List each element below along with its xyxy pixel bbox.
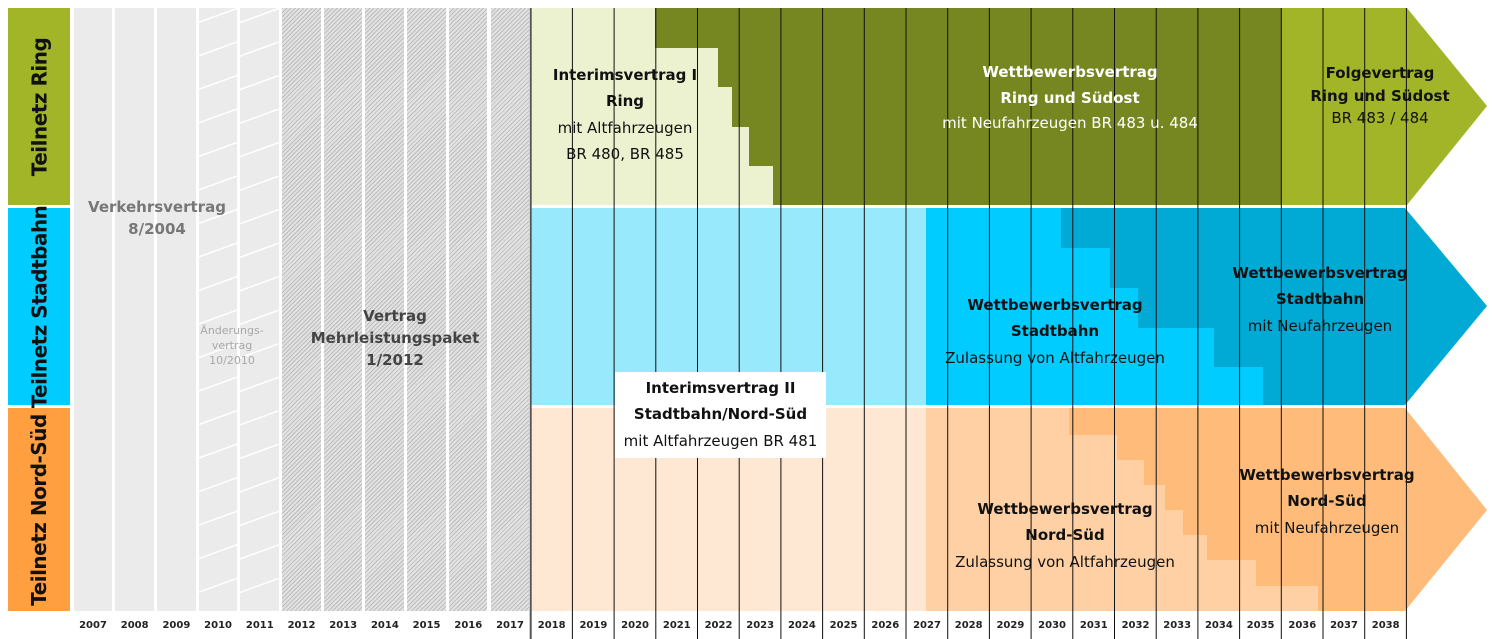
historic-column [240, 8, 279, 611]
label-stadtbahn-alt: Wettbewerbsvertrag Stadtbahn Zulassung v… [925, 292, 1185, 371]
year-label: 2016 [454, 620, 483, 631]
label-mehrleistungspaket: Vertrag Mehrleistungspaket 1/2012 [310, 306, 480, 371]
ring-folge-title1: Folgevertrag [1325, 64, 1435, 82]
aenderung-line2: vertrag [211, 338, 253, 352]
year-label: 2032 [1121, 620, 1150, 631]
interim1-title1: Interimsvertrag I [552, 66, 698, 84]
label-ring-folge: Folgevertrag Ring und Südost BR 483 / 48… [1300, 62, 1460, 130]
nordsued-alt-sub: Zulassung von Altfahrzeugen [955, 552, 1175, 571]
ring-wettbewerb-title2: Ring und Südost [1000, 88, 1140, 107]
ring-wettbewerb-title1: Wettbewerbsvertrag [982, 63, 1158, 81]
historic-column [198, 8, 238, 611]
label-interim1: Interimsvertrag I Ring mit Altfahrzeugen… [545, 62, 705, 167]
historic-column [323, 8, 363, 611]
ring-folge-sub: BR 483 / 484 [1331, 109, 1429, 127]
interim1-sub1: mit Altfahrzeugen [557, 118, 693, 137]
mehrleistung-line1: Vertrag [363, 307, 427, 325]
year-label: 2026 [871, 620, 900, 631]
year-label: 2028 [954, 620, 983, 631]
year-label: 2015 [412, 620, 441, 631]
year-label: 2037 [1330, 620, 1358, 631]
historic-column [365, 8, 405, 611]
row-label-nordsued: Teilnetz Nord-Süd [8, 408, 70, 611]
historic-column [73, 8, 113, 611]
row-label-ring: Teilnetz Ring [8, 8, 70, 205]
year-label: 2022 [704, 620, 733, 631]
ring-folge-arrow [1282, 8, 1487, 205]
year-label: 2024 [787, 620, 816, 631]
nordsued-neu-title1: Wettbewerbsvertrag [1239, 466, 1415, 484]
year-label: 2018 [537, 620, 566, 631]
year-label: 2013 [329, 620, 358, 631]
year-label: 2023 [746, 620, 775, 631]
year-label: 2034 [1204, 620, 1233, 631]
interim1-title2: Ring [605, 92, 645, 111]
mehrleistung-line2: Mehrleistungspaket [310, 328, 480, 347]
year-label: 2036 [1288, 620, 1317, 631]
aenderung-line3: 10/2010 [209, 353, 255, 367]
year-label: 2007 [79, 620, 107, 631]
stadtbahn-alt-title1: Wettbewerbsvertrag [967, 296, 1143, 314]
label-interim2: Interimsvertrag II Stadtbahn/Nord-Süd mi… [615, 372, 826, 458]
year-label: 2035 [1246, 620, 1275, 631]
label-ring-wettbewerb: Wettbewerbsvertrag Ring und Südost mit N… [900, 60, 1240, 137]
verkehrsvertrag-line2: 8/2004 [128, 219, 186, 238]
historic-column [448, 8, 488, 611]
stadtbahn-neu-title1: Wettbewerbsvertrag [1232, 264, 1408, 282]
year-label: 2011 [245, 620, 274, 631]
verkehrsvertrag-line1: Verkehrsvertrag [88, 198, 226, 216]
ring-wettbewerb-sub: mit Neufahrzeugen BR 483 u. 484 [942, 114, 1198, 132]
interim2-sub: mit Altfahrzeugen BR 481 [623, 431, 818, 450]
year-gridlines [529, 8, 1407, 639]
nordsued-alt-title2: Nord-Süd [1025, 526, 1105, 545]
year-label: 2019 [579, 620, 608, 631]
label-aenderungsvertrag: Änderungs- vertrag 10/2010 [190, 324, 274, 369]
row-label-stadtbahn: Teilnetz Stadtbahn [8, 205, 70, 408]
interim2-title2: Stadtbahn/Nord-Süd [633, 405, 808, 424]
aenderung-line1: Änderungs- [200, 324, 264, 337]
year-label: 2008 [120, 620, 149, 631]
stadtbahn-neu-arrow [1061, 208, 1487, 405]
historic-column [115, 8, 154, 611]
year-label: 2033 [1163, 620, 1192, 631]
label-nordsued-neu: Wettbewerbsvertrag Nord-Süd mit Neufahrz… [1232, 462, 1422, 541]
historic-column [407, 8, 446, 611]
year-label: 2014 [370, 620, 399, 631]
year-label: 2010 [204, 620, 233, 631]
year-label: 2020 [621, 620, 650, 631]
historic-column [156, 8, 196, 611]
year-label: 2009 [162, 620, 191, 631]
year-label: 2021 [662, 620, 691, 631]
ring-folge-title2: Ring und Südost [1310, 86, 1450, 105]
year-label: 2025 [829, 620, 858, 631]
year-label: 2017 [496, 620, 524, 631]
nordsued-alt-title1: Wettbewerbsvertrag [977, 500, 1153, 518]
year-label: 2012 [287, 620, 316, 631]
interim2-title1: Interimsvertrag II [645, 379, 796, 397]
ring-wettbewerb-area [655, 8, 1282, 205]
label-nordsued-alt: Wettbewerbsvertrag Nord-Süd Zulassung vo… [935, 496, 1195, 575]
stadtbahn-alt-title2: Stadtbahn [1010, 322, 1100, 341]
nordsued-neu-title2: Nord-Süd [1287, 492, 1367, 511]
historic-column [282, 8, 321, 611]
historic-column [490, 8, 530, 611]
year-label: 2027 [913, 620, 941, 631]
year-label: 2030 [1038, 620, 1067, 631]
nordsued-neu-sub: mit Neufahrzeugen [1254, 518, 1400, 537]
stadtbahn-neu-sub: mit Neufahrzeugen [1247, 316, 1393, 335]
year-label: 2031 [1079, 620, 1108, 631]
stadtbahn-neu-title2: Stadtbahn [1275, 290, 1365, 309]
mehrleistung-line3: 1/2012 [366, 350, 424, 369]
year-label: 2029 [996, 620, 1025, 631]
interim1-sub2: BR 480, BR 485 [566, 144, 684, 163]
label-verkehrsvertrag: Verkehrsvertrag 8/2004 [72, 197, 242, 241]
stadtbahn-alt-sub: Zulassung von Altfahrzeugen [945, 348, 1165, 367]
nordsued-neu-arrow [1069, 408, 1487, 611]
label-stadtbahn-neu: Wettbewerbsvertrag Stadtbahn mit Neufahr… [1225, 260, 1415, 339]
year-label: 2038 [1371, 620, 1400, 631]
